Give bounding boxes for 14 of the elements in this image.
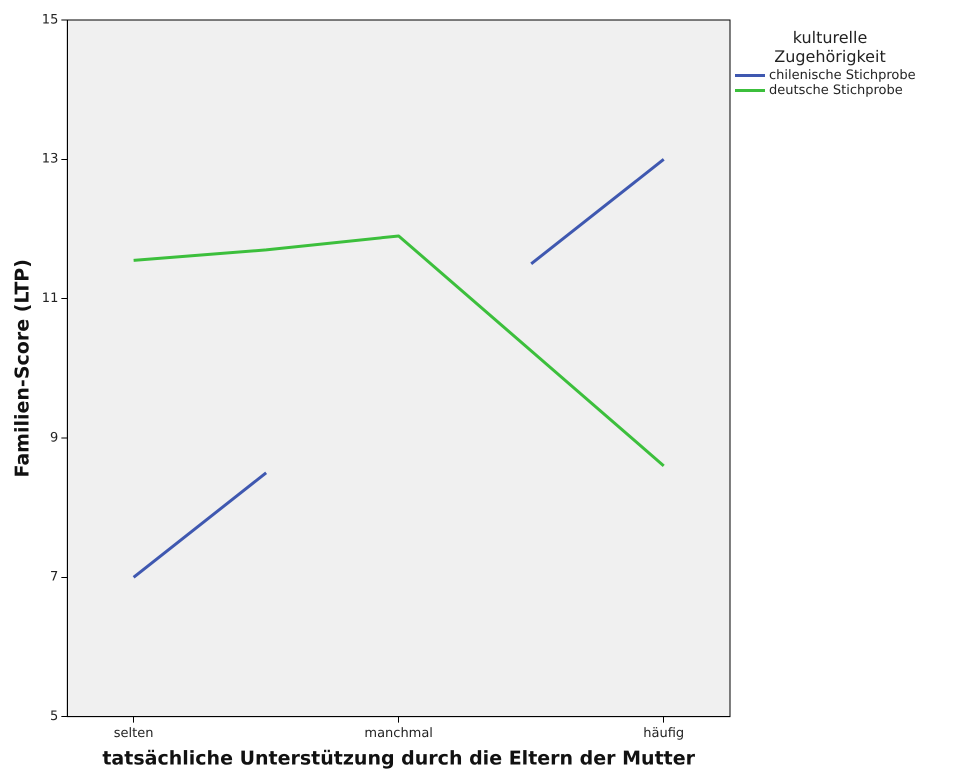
x-axis-title: tatsächliche Unterstützung durch die Eltern der Mutter: [102, 748, 696, 770]
y-tick-label: 15: [42, 12, 58, 28]
legend-label: chilenische Stichprobe: [769, 68, 916, 83]
x-tick-label: selten: [114, 726, 154, 741]
y-tick-label: 13: [42, 152, 58, 167]
y-tick-label: 7: [50, 570, 58, 585]
y-tick-label: 5: [50, 708, 58, 724]
legend-label: deutsche Stichprobe: [769, 83, 903, 98]
y-axis-title: Familien-Score (LTP): [11, 259, 34, 478]
x-tick-label: manchmal: [364, 726, 433, 741]
y-tick-label: 9: [50, 430, 58, 446]
x-tick-label: häufig: [643, 726, 684, 741]
legend-title: kulturelle Zugehörigkeit: [773, 28, 887, 66]
y-tick-label: 11: [42, 291, 58, 306]
